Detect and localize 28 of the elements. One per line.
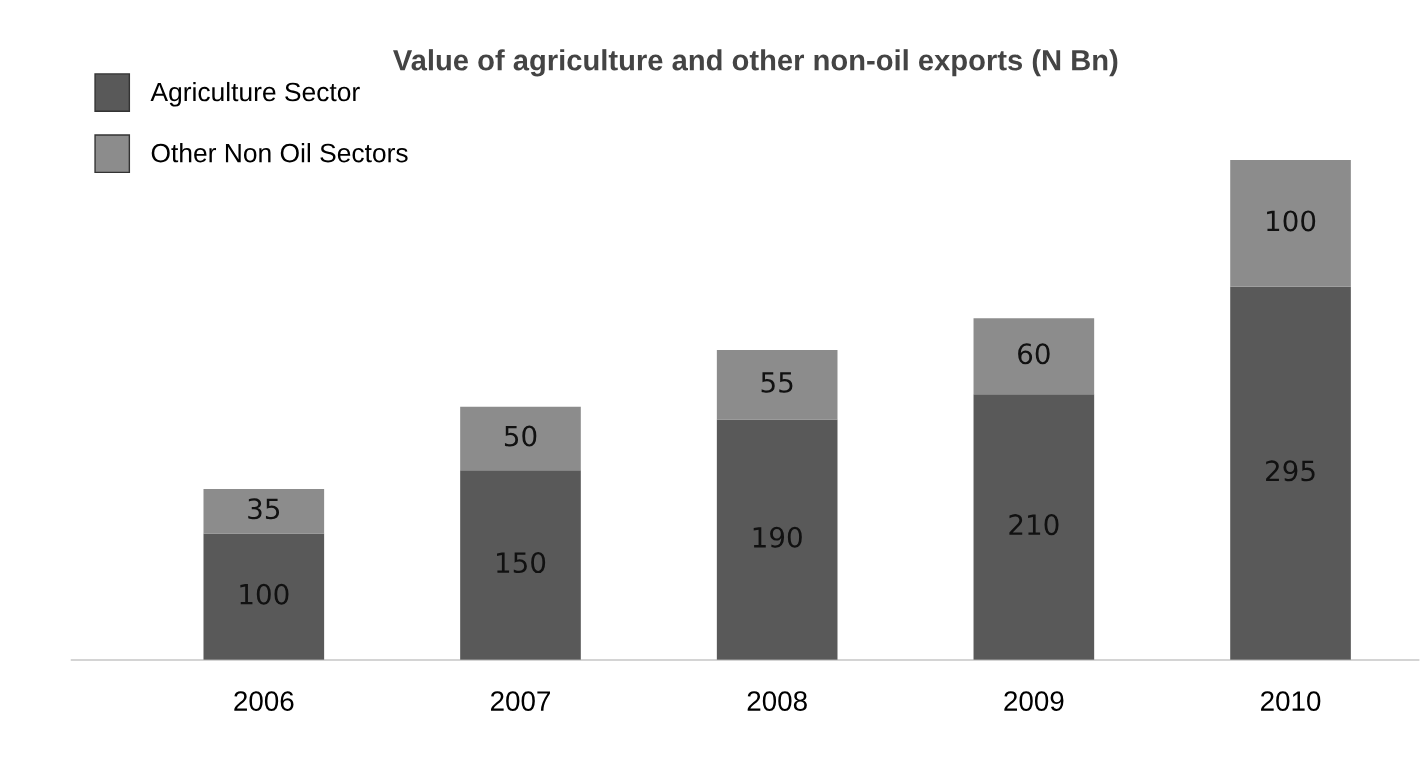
bar bbox=[716, 349, 838, 420]
x-tick-label: 2008 bbox=[747, 691, 807, 711]
x-tick-label: 2006 bbox=[234, 691, 294, 711]
x-tick-label: 2010 bbox=[1261, 691, 1321, 711]
bar bbox=[203, 489, 325, 534]
data-label: 100 bbox=[1267, 210, 1316, 232]
bar bbox=[973, 394, 1095, 660]
bar bbox=[460, 406, 581, 471]
legend-label: Other Non Oil Sectors bbox=[151, 143, 408, 163]
bar bbox=[203, 533, 325, 660]
bar bbox=[716, 419, 838, 660]
data-label: 60 bbox=[1018, 343, 1050, 365]
bar bbox=[460, 470, 581, 660]
data-label: 50 bbox=[504, 425, 537, 447]
x-tick-label: 2007 bbox=[490, 691, 550, 711]
x-tick-label: 2009 bbox=[1004, 691, 1064, 711]
legend-label: Agriculture Sector bbox=[150, 81, 360, 107]
chart-title: Value of agriculture and other non-oil exports (N Bn) bbox=[393, 49, 1118, 77]
data-label: 35 bbox=[248, 498, 280, 520]
data-label: 190 bbox=[753, 526, 802, 548]
bar bbox=[1230, 160, 1351, 287]
data-label: 150 bbox=[497, 552, 546, 574]
bar bbox=[973, 318, 1095, 395]
data-label: 55 bbox=[761, 372, 793, 393]
data-label: 210 bbox=[1009, 514, 1059, 536]
data-label: 100 bbox=[240, 583, 289, 605]
bar bbox=[1230, 286, 1351, 660]
data-label: 295 bbox=[1266, 460, 1315, 482]
